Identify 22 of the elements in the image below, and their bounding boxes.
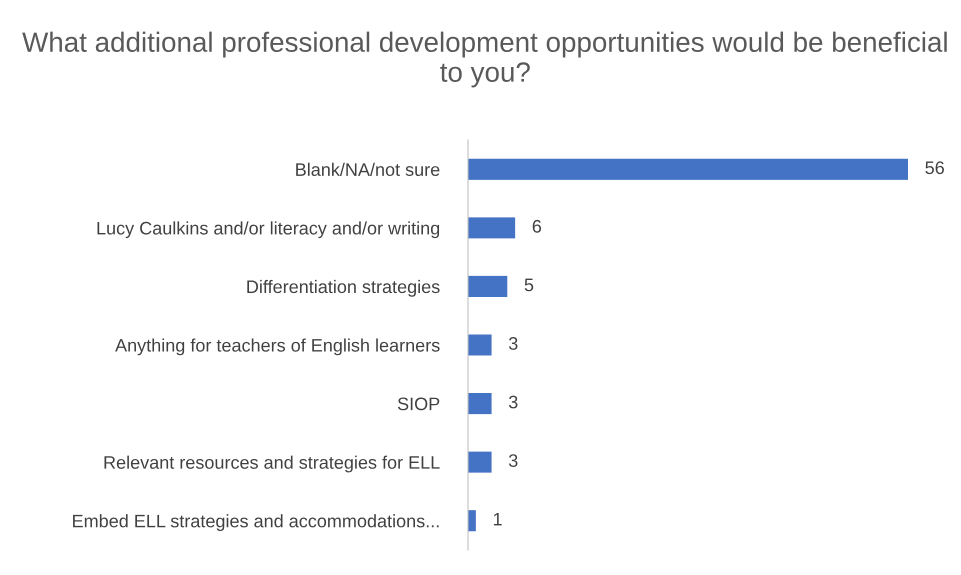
y-tick-label: Blank/NA/not sure <box>296 162 440 176</box>
bar <box>468 217 516 238</box>
bar <box>468 510 476 532</box>
y-tick-label: Anything for teachers of English learners <box>115 338 440 356</box>
bar <box>468 276 508 297</box>
bar <box>468 393 492 414</box>
y-tick-label: Embed ELL strategies and accommodations... <box>73 514 439 532</box>
chart-title: What additional professional development opportunities would be beneficial to you? <box>22 32 947 88</box>
bar <box>468 334 492 356</box>
data-label: 5 <box>524 278 534 292</box>
y-tick-label: Lucy Caulkins and/or literacy and/or writing <box>98 221 440 238</box>
bar <box>468 452 492 473</box>
y-tick-label: SIOP <box>398 398 440 410</box>
data-label: 3 <box>508 454 518 467</box>
bar <box>468 158 908 180</box>
data-label: 3 <box>508 337 518 350</box>
y-tick-label: Differentiation strategies <box>247 280 440 297</box>
y-tick-label: Relevant resources and strategies for ELL <box>104 456 440 472</box>
data-label: 1 <box>494 512 502 526</box>
data-label: 3 <box>508 396 518 408</box>
data-label: 56 <box>925 161 944 174</box>
data-label: 6 <box>532 220 542 233</box>
